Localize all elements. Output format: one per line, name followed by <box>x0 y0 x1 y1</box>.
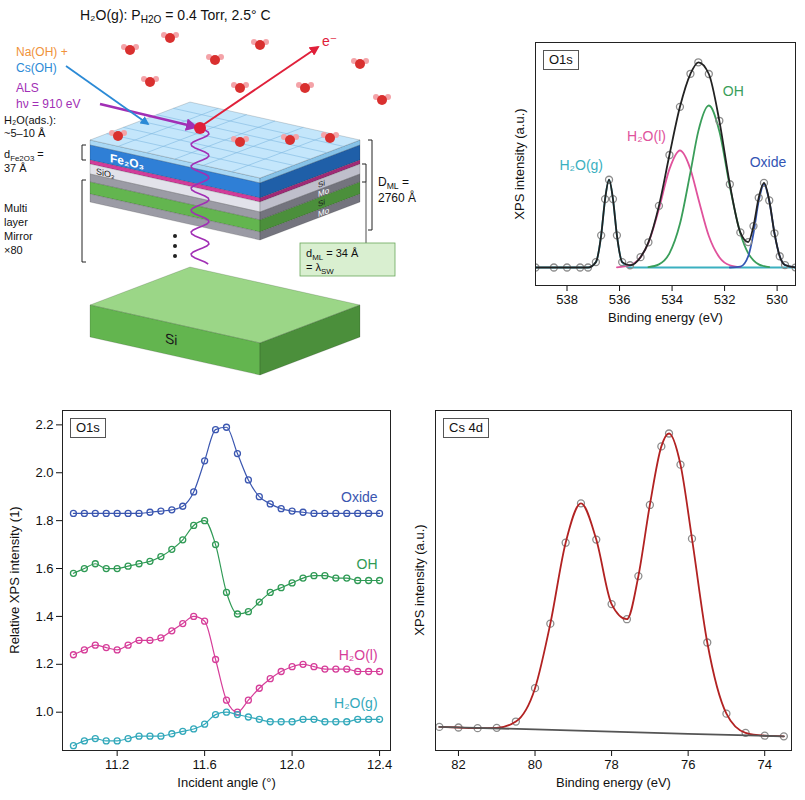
svg-text:12.0: 12.0 <box>279 757 304 772</box>
html-text:Relative XPS intensity (1): Relative XPS intensity (1) <box>6 506 22 654</box>
svg-text:dML = 34 Å: dML = 34 Å <box>306 247 359 262</box>
svg-text:Oxide: Oxide <box>750 154 787 170</box>
svg-text:dFe2O3 =: dFe2O3 = <box>4 148 44 163</box>
svg-text:2760 Å: 2760 Å <box>378 190 416 205</box>
svg-text:538: 538 <box>556 292 578 307</box>
svg-text:1.2: 1.2 <box>35 656 53 671</box>
svg-text:H₂O(g): PH2O = 0.4 Torr, 2.5°: H₂O(g): PH2O = 0.4 Torr, 2.5° C <box>80 7 271 25</box>
svg-text:80: 80 <box>528 757 542 772</box>
svg-text:= λSW: = λSW <box>306 261 334 276</box>
svg-text:H₂O(g): H₂O(g) <box>559 157 603 173</box>
svg-text:Mo: Mo <box>318 206 329 219</box>
svg-text:OH: OH <box>357 556 378 572</box>
svg-text:78: 78 <box>604 757 618 772</box>
svg-text:Binding energy (eV): Binding energy (eV) <box>608 310 723 325</box>
html-text:Cs 4d: Cs 4d <box>449 420 483 435</box>
html-text:O1s: O1s <box>549 52 573 67</box>
svg-text:Na(OH) +: Na(OH) + <box>16 45 68 59</box>
svg-text:×80: ×80 <box>4 244 23 256</box>
svg-text:1.4: 1.4 <box>35 609 53 624</box>
svg-text:Fe₂O₃: Fe₂O₃ <box>110 151 144 172</box>
svg-text:76: 76 <box>681 757 695 772</box>
svg-text:82: 82 <box>451 757 465 772</box>
svg-text:H₂O(l): H₂O(l) <box>627 128 666 144</box>
svg-text:2.2: 2.2 <box>35 417 53 432</box>
svg-text:Mo: Mo <box>318 186 329 199</box>
svg-text:37 Å: 37 Å <box>4 162 27 174</box>
svg-text:Binding energy (eV): Binding energy (eV) <box>556 775 671 790</box>
svg-text:11.2: 11.2 <box>105 757 129 772</box>
svg-text:hν = 910 eV: hν = 910 eV <box>16 97 80 111</box>
svg-text:OH: OH <box>723 83 744 99</box>
svg-text:74: 74 <box>757 757 771 772</box>
svg-text:2.0: 2.0 <box>35 465 53 480</box>
svg-text:layer: layer <box>4 216 28 228</box>
svg-text:~5–10 Å: ~5–10 Å <box>4 127 46 139</box>
svg-text:1.8: 1.8 <box>35 513 53 528</box>
svg-text:Si: Si <box>165 330 177 349</box>
svg-text:1.6: 1.6 <box>35 561 53 576</box>
html-text:XPS intensity (a.u.): XPS intensity (a.u.) <box>511 107 527 220</box>
svg-text:ALS: ALS <box>16 81 39 95</box>
svg-text:536: 536 <box>609 292 631 307</box>
svg-text:Si: Si <box>318 178 326 190</box>
svg-text:530: 530 <box>766 292 788 307</box>
svg-text:SiO₂: SiO₂ <box>96 166 115 180</box>
html-text:XPS intensity (a.u.): XPS intensity (a.u.) <box>411 524 427 636</box>
html-text:O1s: O1s <box>76 420 100 435</box>
svg-text:Mirror: Mirror <box>4 230 33 242</box>
svg-text:534: 534 <box>661 292 683 307</box>
svg-text:H₂O(l): H₂O(l) <box>339 647 378 663</box>
svg-text:e⁻: e⁻ <box>322 33 337 49</box>
svg-text:H₂O(g): H₂O(g) <box>334 695 378 711</box>
svg-text:Incident angle (°): Incident angle (°) <box>177 775 275 790</box>
svg-text:Si: Si <box>318 197 326 209</box>
svg-text:12.4: 12.4 <box>367 757 392 772</box>
svg-text:11.6: 11.6 <box>192 757 216 772</box>
svg-text:H₂O(ads.):: H₂O(ads.): <box>4 114 56 126</box>
svg-text:Cs(OH): Cs(OH) <box>16 61 57 75</box>
svg-text:Oxide: Oxide <box>341 489 378 505</box>
svg-text:Multi: Multi <box>4 202 27 214</box>
svg-text:1.0: 1.0 <box>35 704 53 719</box>
svg-text:DML =: DML = <box>378 175 409 191</box>
svg-text:532: 532 <box>714 292 736 307</box>
